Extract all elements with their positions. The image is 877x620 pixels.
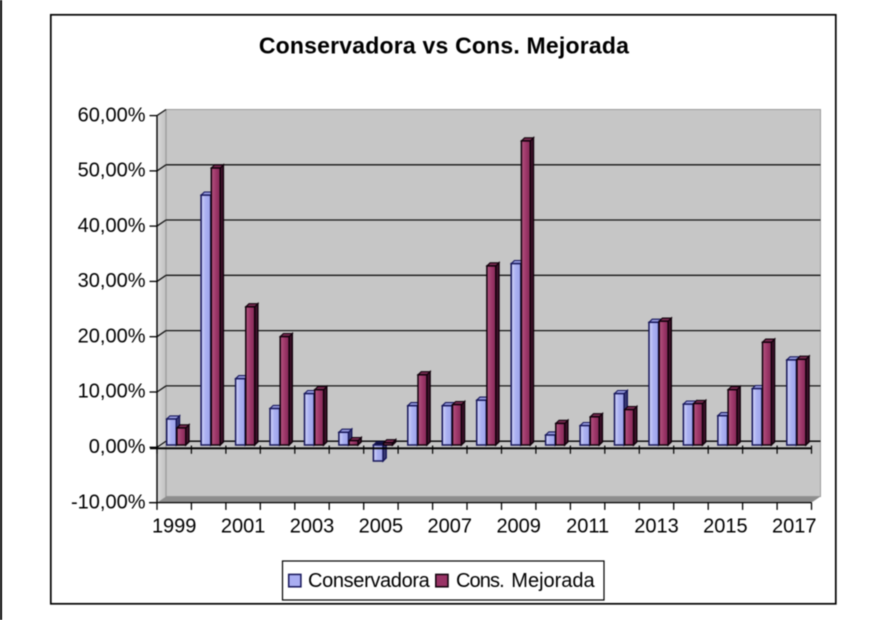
svg-text:Mejorada: Mejorada (511, 570, 595, 592)
svg-text:2013: 2013 (634, 515, 679, 537)
svg-text:2001: 2001 (221, 515, 266, 537)
svg-text:20,00%: 20,00% (78, 325, 146, 347)
svg-text:2011: 2011 (566, 515, 609, 537)
svg-text:Conservadora vs Cons. Mejorada: Conservadora vs Cons. Mejorada (259, 33, 629, 59)
svg-text:-10,00%: -10,00% (71, 491, 146, 513)
svg-text:30,00%: 30,00% (78, 270, 146, 292)
svg-text:0,00%: 0,00% (89, 436, 146, 458)
svg-text:2005: 2005 (359, 515, 404, 537)
svg-text:2015: 2015 (703, 515, 748, 537)
svg-text:60,00%: 60,00% (78, 104, 146, 126)
svg-text:40,00%: 40,00% (78, 215, 146, 237)
svg-text:1999: 1999 (152, 515, 197, 537)
svg-text:2017: 2017 (772, 515, 817, 537)
svg-text:2007: 2007 (428, 515, 473, 537)
svg-text:Conservadora: Conservadora (308, 570, 431, 592)
svg-text:2003: 2003 (290, 515, 335, 537)
svg-text:2009: 2009 (496, 515, 541, 537)
svg-text:50,00%: 50,00% (78, 160, 146, 182)
svg-text:Cons.: Cons. (456, 570, 504, 592)
svg-text:10,00%: 10,00% (78, 381, 146, 403)
